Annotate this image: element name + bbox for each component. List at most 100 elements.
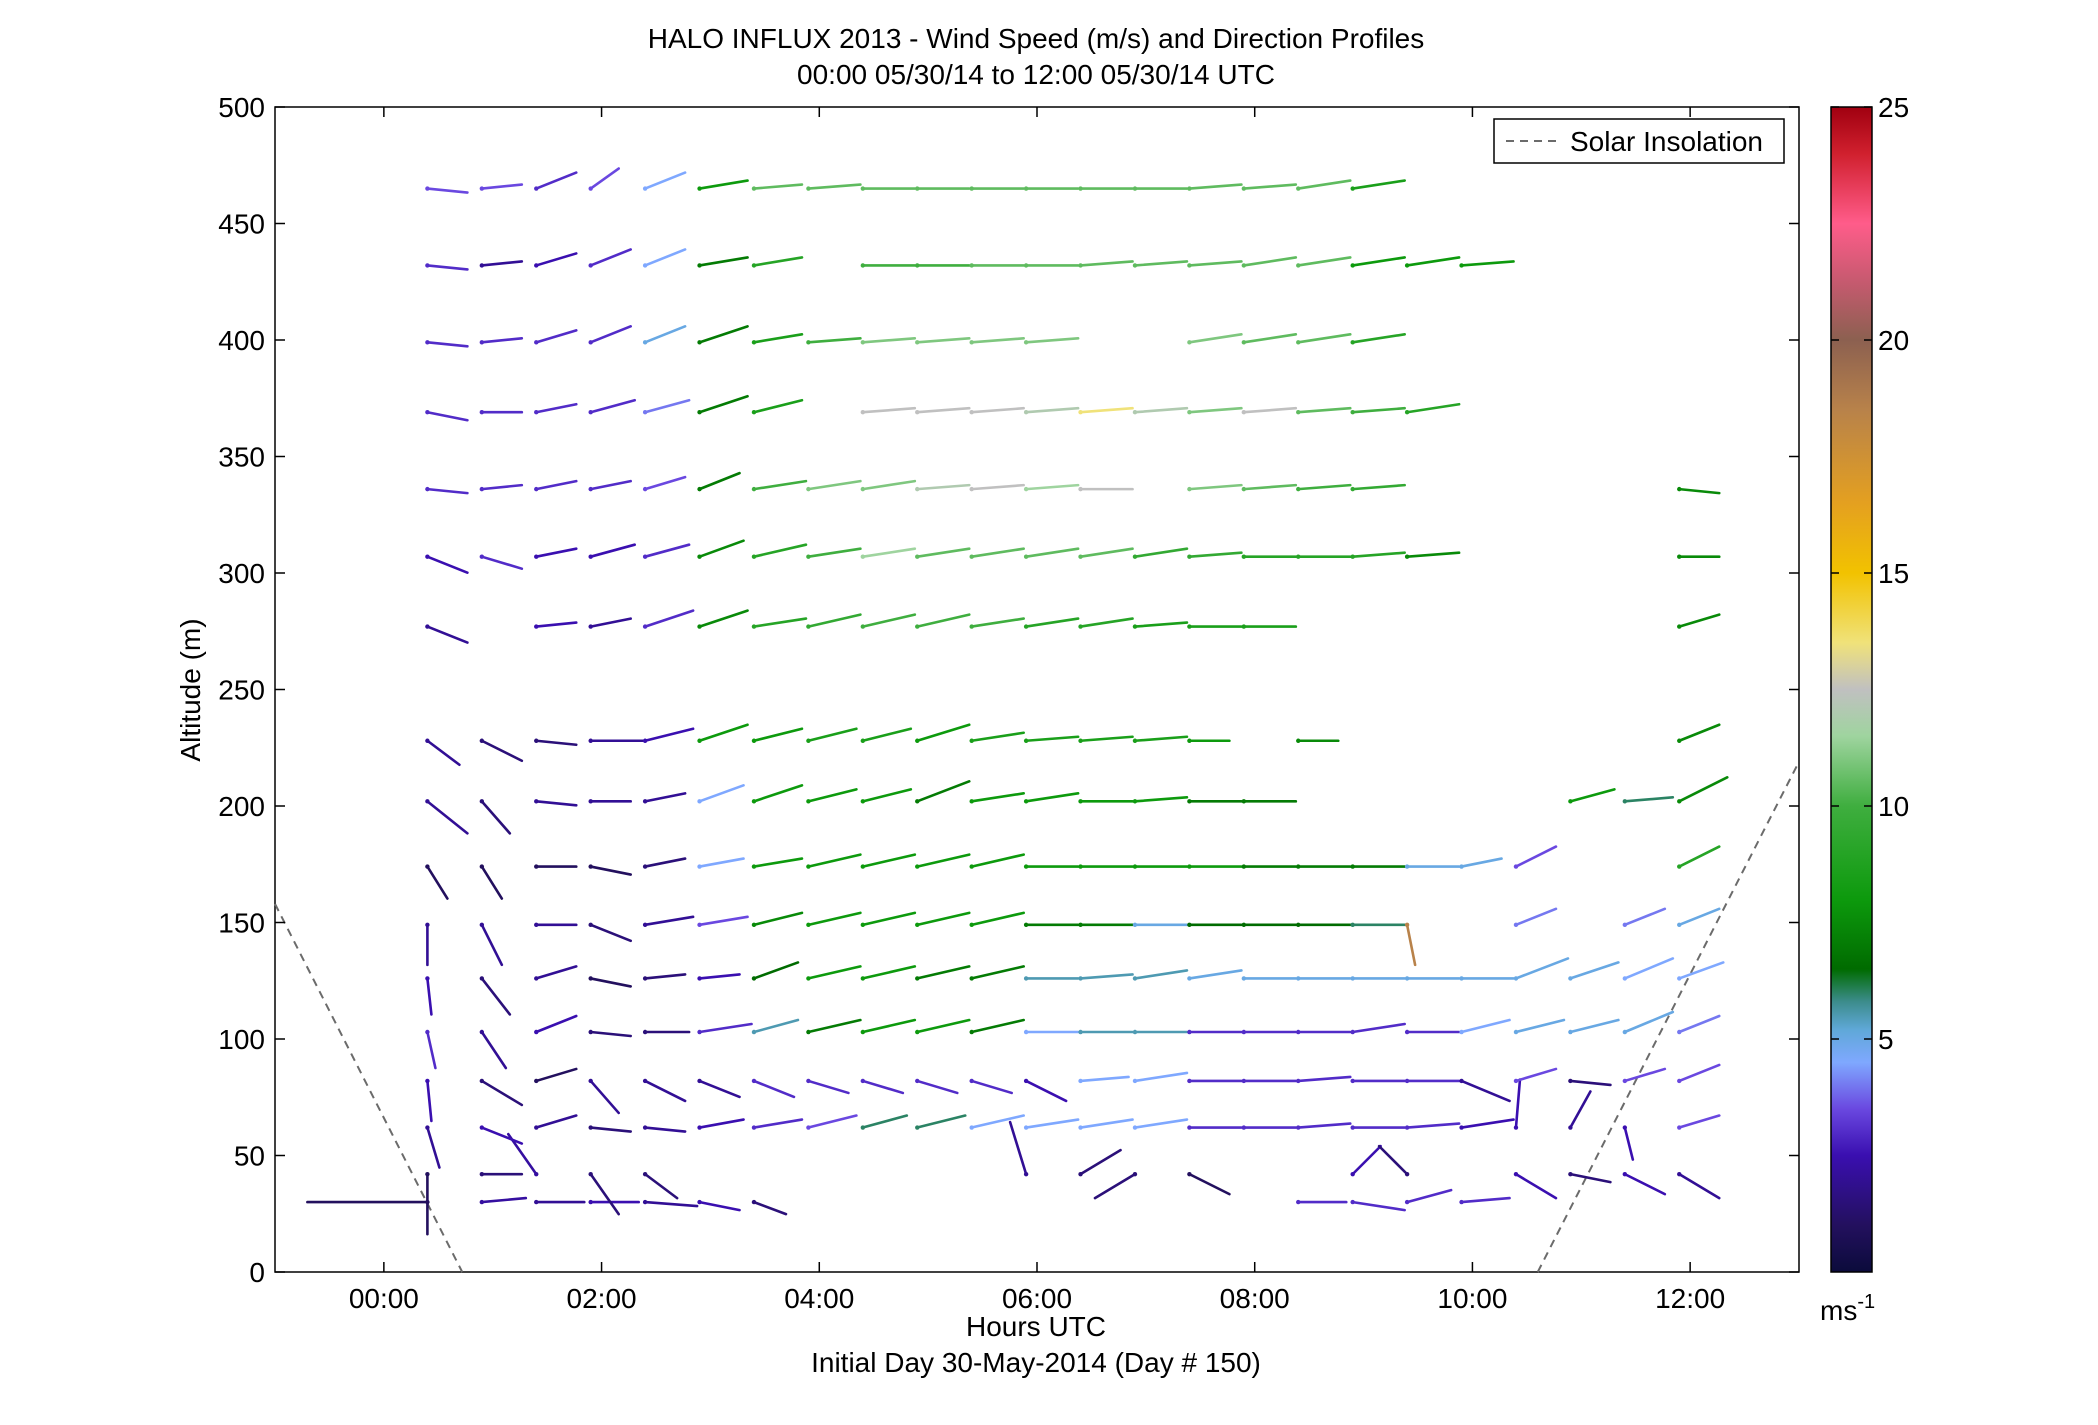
- wind-vector-origin: [1404, 1029, 1410, 1035]
- wind-vector: [1242, 256, 1298, 267]
- wind-vector: [480, 977, 512, 1016]
- wind-vector: [1623, 1172, 1667, 1196]
- wind-vector-origin: [1622, 799, 1628, 804]
- wind-vector-origin: [1023, 922, 1029, 928]
- wind-vector-origin: [1350, 864, 1355, 869]
- wind-vector: [643, 857, 687, 868]
- wind-vector-origin: [915, 263, 920, 268]
- wind-vector-origin: [1132, 976, 1138, 981]
- wind-vector-origin: [915, 1029, 920, 1035]
- wind-vector: [1569, 1090, 1592, 1129]
- wind-vector: [752, 1079, 796, 1099]
- wind-vector: [970, 337, 1025, 344]
- wind-vector-origin: [425, 738, 430, 743]
- wind-vector: [1405, 256, 1461, 267]
- wind-vector-origin: [969, 922, 974, 928]
- wind-vector-origin: [1404, 410, 1410, 415]
- wind-vector-origin: [1677, 976, 1682, 981]
- wind-vector: [752, 727, 804, 743]
- wind-vector-origin: [642, 1171, 648, 1177]
- x-tick-label: 08:00: [1220, 1283, 1290, 1314]
- wind-vector-origin: [1078, 1171, 1083, 1177]
- wind-vector: [534, 1114, 578, 1129]
- wind-vector-origin: [1677, 1078, 1682, 1084]
- colorbar-scale: [1830, 106, 1873, 1273]
- wind-vector-origin: [1078, 1078, 1083, 1084]
- wind-vector-origin: [425, 922, 430, 928]
- wind-vector-origin: [751, 922, 757, 928]
- wind-vector: [480, 800, 512, 835]
- wind-vector: [698, 784, 745, 803]
- wind-vector: [807, 479, 862, 491]
- wind-vector: [861, 911, 917, 927]
- wind-vector: [1514, 1078, 1522, 1129]
- wind-vector: [915, 723, 971, 743]
- wind-vector-origin: [969, 186, 974, 191]
- wind-vector: [1351, 483, 1406, 491]
- wind-vector-origin: [1241, 1029, 1247, 1035]
- wind-vector-origin: [969, 624, 974, 629]
- wind-vector-origin: [1078, 486, 1083, 492]
- wind-vector-origin: [969, 486, 974, 492]
- wind-vector: [480, 183, 524, 190]
- wind-vector: [1296, 1122, 1352, 1129]
- wind-vector: [752, 1118, 804, 1129]
- wind-vector: [1242, 183, 1298, 190]
- wind-vector-origin: [1459, 976, 1464, 981]
- wind-vector: [970, 853, 1025, 868]
- wind-vector-origin: [1023, 410, 1029, 415]
- wind-vector: [426, 555, 469, 574]
- wind-vector-origin: [425, 976, 430, 981]
- wind-vector-origin: [1187, 1125, 1192, 1130]
- wind-vector-origin: [697, 263, 702, 268]
- wind-vector: [1133, 1071, 1189, 1083]
- wind-vector: [1133, 1118, 1189, 1129]
- wind-vector-origin: [1622, 922, 1628, 928]
- wind-vector-origin: [1241, 340, 1247, 345]
- wind-vector: [589, 923, 632, 943]
- wind-vector: [698, 325, 749, 344]
- wind-vector: [426, 341, 469, 348]
- wind-vector-origin: [969, 410, 974, 415]
- wind-vector: [589, 977, 632, 988]
- wind-vector: [1133, 969, 1189, 980]
- wind-vector: [1242, 333, 1298, 344]
- wind-vector-origin: [534, 1078, 539, 1084]
- wind-vector-origin: [479, 486, 485, 492]
- wind-vector: [861, 406, 917, 414]
- wind-vector: [861, 788, 913, 803]
- wind-vector: [807, 1079, 850, 1095]
- wind-vector: [534, 1014, 578, 1034]
- wind-vector: [752, 256, 804, 267]
- wind-vector: [426, 264, 469, 271]
- wind-vector: [861, 1114, 909, 1129]
- wind-vector-origin: [1677, 864, 1682, 869]
- wind-vector: [1405, 551, 1461, 558]
- wind-vector: [1677, 1114, 1721, 1129]
- wind-vector: [1351, 551, 1406, 558]
- wind-vector: [915, 337, 971, 344]
- wind-vector: [698, 609, 749, 628]
- wind-vector-origin: [588, 1078, 593, 1084]
- wind-vector-origin: [1187, 1078, 1192, 1084]
- wind-vector: [1242, 406, 1298, 414]
- wind-vector: [807, 788, 858, 803]
- wind-vector-origin: [534, 340, 539, 345]
- wind-vector-origin: [697, 1078, 702, 1084]
- wind-vector-origin: [1132, 624, 1138, 629]
- wind-vector-origin: [915, 410, 920, 415]
- wind-vector-origin: [1078, 738, 1083, 743]
- wind-vector-origin: [1241, 1078, 1247, 1084]
- wind-vector: [1133, 735, 1189, 743]
- y-tick-label: 100: [218, 1024, 265, 1055]
- wind-vector: [643, 1200, 699, 1208]
- wind-vector-origin: [1296, 922, 1301, 928]
- wind-vector-origin: [1023, 1029, 1029, 1035]
- wind-vector-origin: [1513, 976, 1519, 981]
- wind-vector-origin: [915, 186, 920, 191]
- wind-vector-origin: [1187, 186, 1192, 191]
- wind-vector-origin: [479, 1078, 485, 1084]
- wind-vector-origin: [860, 976, 866, 981]
- wind-vector-origin: [1187, 263, 1192, 268]
- wind-vector: [698, 1200, 741, 1212]
